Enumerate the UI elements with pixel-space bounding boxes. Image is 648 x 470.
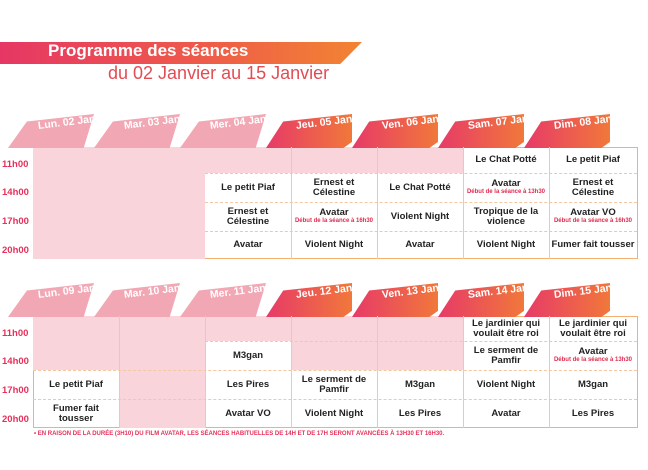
time-label: 14h00 <box>2 356 29 367</box>
row-divider <box>33 370 637 371</box>
time-label: 17h00 <box>2 385 29 396</box>
time-label: 11h00 <box>2 328 29 339</box>
col-divider <box>463 147 464 259</box>
page-subtitle: du 02 Janvier au 15 Janvier <box>108 63 330 83</box>
row-divider <box>205 341 637 342</box>
row-divider <box>205 231 637 232</box>
session-cell: Avatar Début de la séance à 16h30 <box>294 207 374 225</box>
closed-slot-fill <box>205 316 291 341</box>
session-cell: Le serment de Pamfir <box>473 344 539 366</box>
closed-day-fill <box>119 147 205 259</box>
row-divider <box>205 173 637 174</box>
session-cell: Les Pires <box>226 378 270 390</box>
week-2-schedule: Lun. 09 Janv Mar. 10 Janv Mer. 11 Janv J… <box>0 281 648 428</box>
session-cell: Avatar <box>233 239 263 250</box>
session-cell: Fumer fait tousser <box>551 239 635 250</box>
session-cell: Avatar <box>491 407 521 419</box>
col-divider <box>377 147 378 259</box>
closed-slot-fill <box>291 316 377 370</box>
closed-slot-fill <box>33 316 119 370</box>
session-cell: Violent Night <box>304 407 364 419</box>
day-header: Mar. 03 Janv <box>94 112 187 148</box>
day-header: Mer. 11 Janv <box>180 282 272 317</box>
session-cell: Violent Night <box>304 239 364 250</box>
day-header: Lun. 02 Janv <box>8 112 102 148</box>
closed-slot-fill <box>205 147 291 173</box>
col-divider <box>463 316 464 428</box>
week-1-schedule: Lun. 02 Janv Mar. 03 Janv Mer. 04 Janv J… <box>0 112 648 259</box>
session-cell: Ernest et Célestine <box>312 176 356 198</box>
session-cell: Avatar Début de la séance à 13h30 <box>553 346 633 364</box>
col-divider <box>205 316 206 428</box>
session-cell: Violent Night <box>390 210 450 222</box>
title-banner <box>0 42 362 64</box>
closed-slot-fill <box>291 147 377 173</box>
closed-day-fill <box>33 147 119 259</box>
session-cell: Violent Night <box>476 378 536 390</box>
day-header: Ven. 13 Janv <box>352 281 445 317</box>
day-header: Sam. 14 Janv <box>438 281 535 317</box>
session-note: Début de la séance à 13h30 <box>466 189 546 195</box>
session-cell: Le Chat Potté <box>475 154 537 165</box>
time-label: 11h00 <box>2 159 29 170</box>
col-divider <box>377 316 378 428</box>
session-cell: Le petit Piaf <box>49 378 103 390</box>
session-cell: Tropique de la violence <box>473 205 539 227</box>
session-cell: Le petit Piaf <box>566 154 620 165</box>
session-note: Début de la séance à 16h30 <box>294 218 374 224</box>
row-divider <box>205 202 637 203</box>
col-divider <box>119 316 120 428</box>
session-cell: Le serment de Pamfir <box>301 373 367 395</box>
session-cell: M3gan <box>404 378 436 390</box>
session-cell: Le Chat Potté <box>389 181 451 193</box>
session-cell: Avatar VO Début de la séance à 16h30 <box>553 207 633 225</box>
col-divider <box>291 147 292 259</box>
session-cell: Fumer fait tousser <box>53 402 99 424</box>
time-label: 14h00 <box>2 187 29 198</box>
page-title: Programme des séances <box>48 41 249 60</box>
day-header: Sam. 07 Janv <box>438 112 535 148</box>
row-divider <box>33 399 637 400</box>
footnote: • EN RAISON DE LA DURÉE (3H10) DU FILM A… <box>34 431 445 437</box>
time-label: 20h00 <box>2 414 29 425</box>
day-header: Mar. 10 Janv <box>94 281 187 317</box>
session-note: Début de la séance à 16h30 <box>553 218 633 224</box>
session-cell: Le jardinier qui voulait être roi <box>558 317 628 339</box>
time-label: 20h00 <box>2 245 29 256</box>
session-cell: Les Pires <box>571 407 615 419</box>
col-divider <box>291 316 292 428</box>
session-cell: Violent Night <box>476 239 536 250</box>
session-cell: Avatar Début de la séance à 13h30 <box>466 178 546 196</box>
session-note: Début de la séance à 13h30 <box>553 357 633 363</box>
session-cell: M3gan <box>232 349 264 361</box>
session-cell: Ernest et Célestine <box>226 205 270 227</box>
day-header: Lun. 09 Janv <box>8 281 102 317</box>
day-header: Ven. 06 Janv <box>352 112 445 148</box>
session-cell: Ernest et Célestine <box>571 176 615 198</box>
session-cell: Avatar <box>405 239 435 250</box>
closed-slot-fill <box>377 316 463 370</box>
col-divider <box>549 316 550 428</box>
day-header: Dim. 08 Janv <box>524 112 618 148</box>
session-cell: M3gan <box>577 378 609 390</box>
day-header: Dim. 15 Janv <box>524 281 618 317</box>
closed-day-fill <box>119 316 205 428</box>
day-header: Jeu. 05 Janv <box>266 112 359 148</box>
session-cell: Les Pires <box>398 407 442 419</box>
session-cell: Le jardinier qui voulait être roi <box>471 317 541 339</box>
time-label: 17h00 <box>2 216 29 227</box>
day-header: Jeu. 12 Janv <box>266 281 359 317</box>
col-divider <box>549 147 550 259</box>
session-cell: Le petit Piaf <box>221 181 275 193</box>
day-header: Mer. 04 Janv <box>180 112 273 148</box>
closed-slot-fill <box>377 147 463 173</box>
session-cell: Avatar VO <box>225 407 271 419</box>
